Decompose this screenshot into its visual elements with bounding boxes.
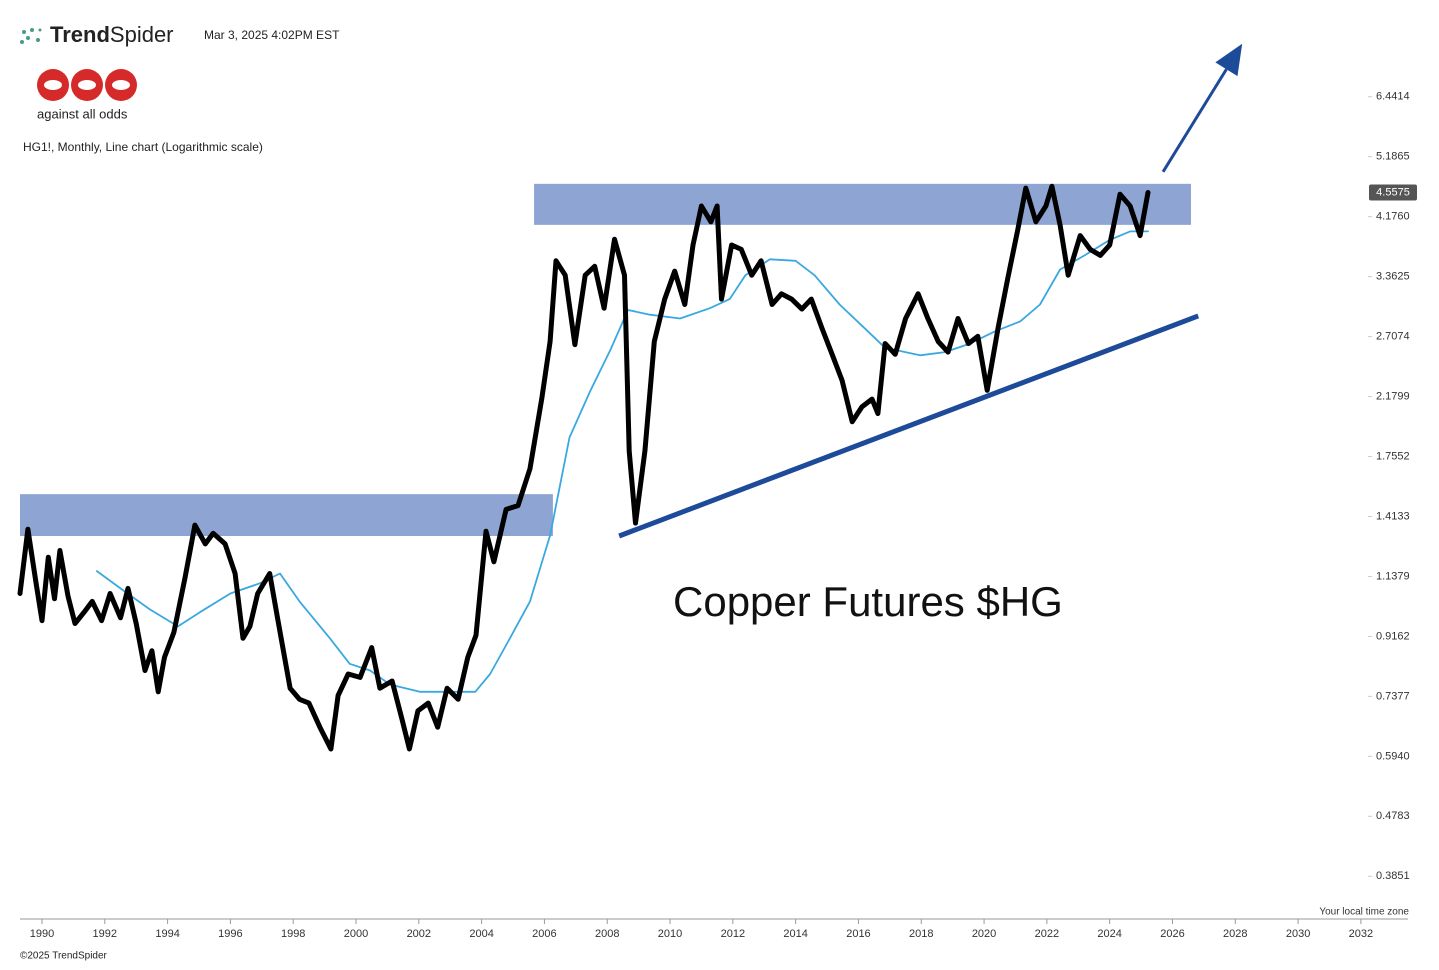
x-tick-label: 1998 (281, 928, 305, 940)
brand-bold: Trend (50, 22, 110, 47)
x-tick-label: 2022 (1035, 928, 1059, 940)
y-tick-label: 1.7552 (1376, 450, 1410, 462)
x-tick-label: 2020 (972, 928, 996, 940)
price-line (17, 183, 1151, 752)
y-tick-label: 3.3625 (1376, 271, 1410, 283)
y-tick-label: 0.9162 (1376, 630, 1410, 642)
y-tick-label: 5.1865 (1376, 151, 1410, 163)
x-tick-label: 2032 (1349, 928, 1373, 940)
plot-area: 1990 1992 1994 1996 1998 2000 2002 2004 2006 2008… (17, 43, 1417, 940)
x-tick-label: 2002 (407, 928, 431, 940)
last-value-box (1369, 184, 1417, 201)
y-tick-label: 2.1799 (1376, 390, 1410, 402)
brand: TrendSpider (50, 22, 174, 47)
y-tick-label: 0.5940 (1376, 750, 1410, 762)
resistance-zone (534, 183, 1192, 225)
x-tick-label: 2004 (469, 928, 493, 940)
x-tick-label: 2024 (1097, 928, 1121, 940)
timezone-note: Your local time zone (1319, 907, 1409, 918)
x-tick-label: 2018 (909, 928, 933, 940)
x-tick-label: 1996 (218, 928, 242, 940)
resistance-zone (20, 494, 553, 537)
y-tick-label: 0.4783 (1376, 810, 1410, 822)
x-tick-label: 1990 (30, 928, 54, 940)
moving-average-line (96, 230, 1149, 693)
chart-label: HG1!, Monthly, Line chart (Logarithmic s… (23, 140, 263, 154)
arrow-shaft (1161, 68, 1228, 173)
x-tick-label: 2006 (532, 928, 556, 940)
y-tick-label: 0.3851 (1376, 870, 1410, 882)
x-tick-label: 2016 (846, 928, 870, 940)
trendline (618, 313, 1200, 539)
x-tick-label: 2000 (344, 928, 368, 940)
y-tick-label: 1.4133 (1376, 510, 1410, 522)
x-tick-label: 2008 (595, 928, 619, 940)
brand-icon (20, 28, 42, 44)
x-tick-label: 2012 (721, 928, 745, 940)
y-tick-label: 4.1760 (1376, 211, 1410, 223)
x-tick-label: 1994 (155, 928, 179, 940)
y-tick-label: 6.4414 (1376, 91, 1410, 103)
y-tick-label: 1.1379 (1376, 570, 1410, 582)
x-tick-label: 1992 (93, 928, 117, 940)
last-value-label: 4.5575 (1376, 186, 1410, 198)
brand-regular: Spider (110, 22, 174, 47)
aao-logo (37, 69, 137, 101)
x-tick-label: 2010 (658, 928, 682, 940)
chart-title: Copper Futures $HG (673, 578, 1063, 625)
timestamp: Mar 3, 2025 4:02PM EST (204, 28, 340, 42)
x-tick-label: 2014 (783, 928, 807, 940)
copyright: ©2025 TrendSpider (20, 951, 108, 962)
x-tick-label: 2028 (1223, 928, 1247, 940)
x-tick-label: 2026 (1160, 928, 1184, 940)
arrow-head (1215, 43, 1243, 77)
x-tick-label: 2030 (1286, 928, 1310, 940)
y-tick-label: 0.7377 (1376, 690, 1410, 702)
logo-caption: against all odds (37, 106, 128, 121)
y-tick-label: 2.7074 (1376, 330, 1410, 342)
